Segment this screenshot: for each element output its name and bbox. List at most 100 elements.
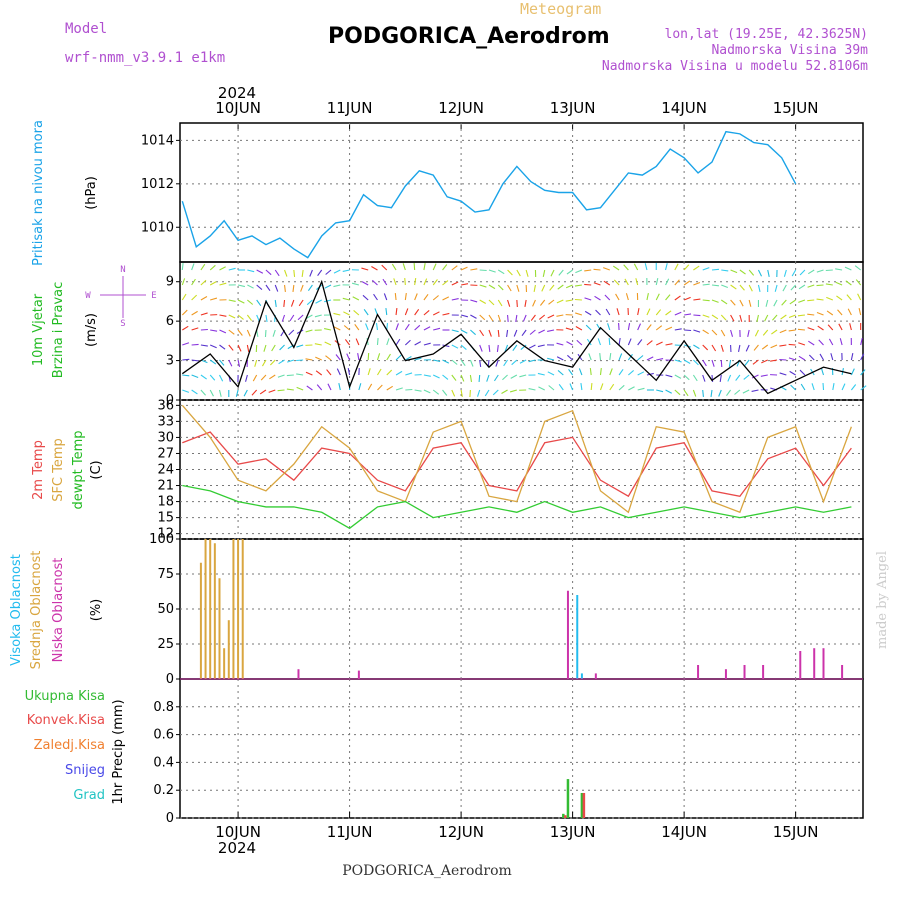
wind-arrow	[469, 359, 474, 367]
wind-arrow	[646, 308, 651, 316]
model-name: wrf-nmm_v3.9.1 e1km	[65, 50, 225, 66]
wind-arrow	[637, 323, 642, 331]
wind-arrow	[748, 284, 753, 292]
wind-arrow	[618, 384, 625, 391]
wind-arrow	[674, 263, 679, 271]
wind-arrow	[820, 368, 825, 376]
wind-arrow	[525, 269, 529, 277]
wind-arrow	[338, 383, 341, 391]
wind-arrow	[556, 314, 564, 317]
dewpt-label: dewpt Temp	[71, 430, 86, 509]
wind-arrow	[353, 309, 360, 316]
wind-arrow	[627, 338, 632, 346]
legend-hail: Grad	[73, 788, 105, 803]
wind-arrow	[306, 299, 313, 306]
wind-arrow	[354, 324, 360, 331]
wind-arrow	[395, 307, 398, 316]
wind-arrow	[623, 264, 629, 271]
wind-arrow	[218, 389, 222, 397]
wind-arrow	[779, 329, 787, 334]
wind-arrow	[721, 284, 729, 289]
wind-arrow	[737, 344, 741, 352]
wind-arrow	[278, 359, 285, 365]
wind-arrow	[576, 339, 583, 346]
cloud-tick-label: 100	[149, 532, 174, 547]
temp-tick-label: 33	[157, 414, 174, 429]
wind-arrow	[816, 284, 824, 287]
wind-arrow	[550, 269, 555, 277]
wind-arrow	[633, 263, 639, 271]
wind-arrow	[825, 283, 833, 286]
wind-arrow	[394, 292, 397, 301]
wind-arrow	[646, 324, 652, 331]
wind-arrow	[665, 263, 668, 271]
wind-arrow	[277, 374, 285, 378]
wind-arrow	[702, 389, 704, 398]
wind-arrow	[566, 269, 573, 275]
wind-arrow	[219, 359, 225, 366]
wind-arrow	[808, 340, 815, 346]
legend-conv-rain: Konvek.Kisa	[27, 713, 105, 728]
wind-arrow	[519, 374, 527, 378]
wind-arrow	[325, 269, 332, 275]
wind-arrow	[780, 314, 787, 320]
day-label-top: 14JUN	[661, 99, 707, 117]
wind-arrow	[182, 374, 190, 377]
wind-arrow	[739, 284, 745, 291]
wind-arrow	[344, 339, 351, 346]
wind-tick-label: 0	[166, 393, 174, 408]
wind-arrow	[297, 314, 304, 321]
wind-arrow	[748, 269, 755, 276]
wind-arrow	[451, 329, 459, 333]
wind-arrow	[618, 353, 623, 361]
wind-arrow	[274, 299, 277, 308]
cloud-mid-label: Srednja Oblacnost	[29, 551, 44, 670]
wind-arrow	[665, 278, 670, 286]
wind-arrow	[565, 299, 573, 302]
day-label-bottom: 11JUN	[327, 823, 373, 841]
day-label-bottom: 13JUN	[550, 823, 596, 841]
wind-arrow	[460, 329, 468, 334]
wind-arrow	[317, 269, 323, 276]
wind-arrow	[730, 299, 736, 306]
wind-arrow	[781, 299, 787, 306]
wind-arrow	[693, 359, 699, 366]
wind-arrow	[460, 359, 466, 366]
wind-arrow	[325, 355, 332, 361]
wind-arrow	[414, 278, 417, 286]
wind-arrow	[711, 359, 715, 367]
wind-arrow	[333, 326, 341, 331]
wind-arrow	[646, 356, 654, 361]
svg-text:E: E	[151, 291, 156, 301]
wind-arrow	[646, 340, 653, 346]
wind-arrow	[432, 295, 439, 301]
wind-arrow	[597, 338, 602, 346]
wind-arrow	[839, 338, 843, 346]
wind-arrow	[219, 266, 226, 271]
wind-arrow	[507, 299, 511, 307]
wind-arrow	[807, 313, 815, 316]
wind-arrow	[293, 269, 296, 278]
wind-arrow	[333, 284, 341, 288]
wind-arrow	[479, 344, 483, 352]
wind-arrow	[547, 371, 555, 376]
app-title: Meteogram	[520, 0, 601, 18]
wind-arrow	[511, 359, 518, 366]
wind-arrow	[637, 339, 643, 346]
wind-arrow	[486, 374, 490, 382]
wind-arrow	[269, 359, 276, 366]
day-label-top: 15JUN	[773, 99, 819, 117]
wind-arrow	[288, 329, 295, 336]
wind-arrow	[363, 308, 369, 316]
wind-arrow	[761, 344, 769, 350]
wind-arrow	[315, 370, 323, 376]
wind-arrow	[343, 311, 350, 316]
wind-arrow	[333, 269, 341, 274]
wind-arrow	[488, 314, 494, 322]
wind-arrow	[376, 353, 381, 361]
wind-arrow	[537, 372, 545, 376]
wind-arrow	[538, 314, 546, 320]
wind-arrow	[383, 293, 388, 301]
wind-arrow	[191, 343, 199, 346]
wind-arrow	[493, 374, 499, 382]
